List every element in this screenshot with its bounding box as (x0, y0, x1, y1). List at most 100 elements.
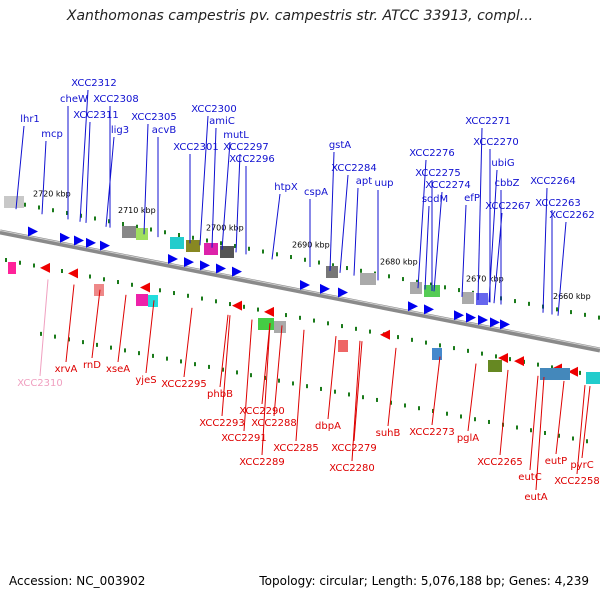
gene-leader-line (542, 187, 548, 313)
scale-dot (124, 348, 126, 353)
forward-gene-label: efP (464, 193, 480, 204)
forward-gene-label: mcp (41, 129, 63, 140)
forward-gene-label: XCC2271 (465, 116, 511, 127)
scale-dot (430, 282, 432, 287)
reverse-gene-label: XCC2258 (554, 476, 600, 487)
scale-dot (82, 340, 84, 345)
scale-dot (544, 430, 546, 435)
reverse-arrow (40, 262, 50, 273)
scale-dot (54, 334, 56, 339)
scale-dot (164, 230, 166, 235)
forward-gene-label: sodM (422, 194, 448, 205)
forward-arrow (408, 301, 418, 312)
gene-block (410, 282, 422, 294)
gene-leader-line (79, 89, 89, 222)
scale-dot (24, 202, 26, 207)
scale-dot (453, 346, 455, 351)
forward-gene-label: ubiG (491, 158, 514, 169)
reverse-gene-label: XCC2273 (409, 427, 455, 438)
forward-gene-label: apt (356, 176, 372, 187)
forward-gene-label: lig3 (111, 125, 129, 136)
topology-label: Topology: circular; Length: 5,076,188 bp… (259, 574, 589, 588)
gene-block (186, 240, 200, 252)
scale-dot (516, 425, 518, 430)
gene-leader-line (339, 174, 349, 273)
gene-leader-line (15, 125, 25, 210)
scale-dot (509, 357, 511, 362)
scale-dot (444, 285, 446, 290)
scale-dot (460, 414, 462, 419)
scale-dot (248, 246, 250, 251)
reverse-arrow (380, 329, 390, 340)
scale-dot (579, 370, 581, 375)
forward-arrow (168, 254, 178, 265)
scale-dot (103, 277, 105, 282)
gene-leader-line (221, 141, 231, 250)
scale-dot (481, 351, 483, 356)
reverse-arrow (498, 352, 508, 363)
gene-leader-line (211, 127, 217, 248)
reverse-gene-label: eutP (545, 456, 567, 467)
scale-dot (376, 397, 378, 402)
scale-dot (166, 356, 168, 361)
forward-arrow (300, 280, 310, 290)
accession-label: Accession: NC_003902 (9, 574, 146, 588)
gene-leader-line (493, 212, 503, 304)
scale-dot (117, 280, 119, 285)
forward-gene-label: lhr1 (20, 114, 40, 125)
gene-leader-line (431, 356, 441, 426)
reverse-gene-label: eutC (518, 472, 541, 483)
scale-dot (556, 307, 558, 312)
gene-block (476, 293, 488, 305)
gene-leader-line (417, 159, 427, 289)
reverse-gene-label: phbB (207, 389, 233, 400)
forward-gene-label: XCC2308 (93, 94, 139, 105)
scale-dot (348, 392, 350, 397)
scale-dot (362, 395, 364, 400)
gene-leader-line (183, 307, 193, 378)
gene-leader-line (557, 221, 567, 316)
scale-dot (304, 257, 306, 262)
scale-dot (215, 299, 217, 304)
scale-dot (570, 310, 572, 315)
genome-backbone (0, 229, 600, 353)
forward-gene-label: cbbZ (494, 178, 519, 189)
gene-block (220, 246, 234, 258)
forward-gene-label: amiC (209, 116, 235, 127)
gene-leader-line (143, 123, 149, 235)
gene-block (8, 262, 16, 274)
gene-block (258, 318, 274, 330)
gene-leader-line (199, 115, 209, 246)
scale-dot (467, 348, 469, 353)
scale-label: 2680 kbp (380, 258, 418, 267)
gene-leader-line (39, 279, 49, 377)
gene-leader-line (261, 323, 271, 405)
gene-block (360, 273, 376, 285)
reverse-gene-label: XCC2279 (331, 443, 377, 454)
scale-dot (80, 213, 82, 218)
reverse-gene-label: XCC2288 (251, 418, 297, 429)
scale-dot (299, 315, 301, 320)
forward-arrow (216, 263, 226, 274)
scale-label: 2710 kbp (118, 206, 156, 215)
gene-leader-line (353, 187, 359, 276)
scale-dot (138, 351, 140, 356)
forward-gene-label: XCC2311 (73, 110, 119, 121)
reverse-gene-label: pyrC (570, 460, 593, 471)
scale-dot (96, 342, 98, 347)
scale-dot (402, 277, 404, 282)
forward-gene-label: cheW (60, 94, 88, 105)
gene-leader-line (65, 284, 75, 363)
forward-arrow (338, 287, 348, 298)
reverse-arrow (264, 306, 274, 317)
forward-gene-label: XCC2263 (535, 198, 581, 209)
forward-gene-label: acvB (152, 125, 177, 136)
gene-leader-line (433, 191, 443, 292)
forward-arrow (424, 304, 434, 315)
scale-dot (236, 370, 238, 375)
scale-dot (446, 411, 448, 416)
scale-dot (180, 359, 182, 364)
scale-dot (220, 241, 222, 246)
forward-arrow (86, 237, 96, 248)
scale-dot (131, 282, 133, 287)
